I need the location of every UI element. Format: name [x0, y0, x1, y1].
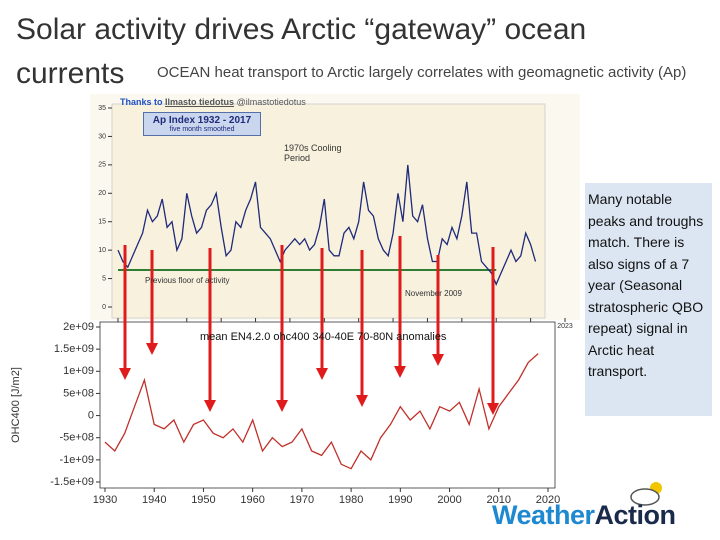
- y-tick-label: 0: [88, 409, 94, 421]
- credit-name: Ilmasto tiedotus: [165, 97, 235, 107]
- logo: WeatherAction: [492, 500, 676, 531]
- x-tick-label: 1950: [191, 494, 215, 506]
- credit: Thanks to Ilmasto tiedotus @ilmastotiedo…: [120, 97, 306, 107]
- logo-part: Action: [594, 500, 677, 530]
- arrow-head: [316, 368, 328, 380]
- y-tick-label: -1.5e+09: [50, 476, 94, 488]
- logo-cloud: [630, 488, 660, 506]
- arrow-head: [276, 400, 288, 412]
- plot-area: [111, 103, 546, 319]
- credit-prefix: Thanks to: [120, 97, 163, 107]
- y-tick-label: 5: [102, 275, 106, 282]
- x-tick-label: 2020: [536, 494, 560, 506]
- logo-part: Weather: [492, 500, 595, 530]
- arrow-head: [432, 354, 444, 366]
- x-tick-label: 1960: [240, 494, 264, 506]
- y-tick-label: 10: [98, 247, 106, 254]
- x-tick-label: 2023: [557, 323, 573, 330]
- data-line: [104, 353, 539, 470]
- y-tick-label: 1e+09: [63, 365, 94, 377]
- x-tick-label: 1970: [290, 494, 314, 506]
- y-tick-label: -5e+08: [59, 432, 94, 444]
- annotation: 1970s Cooling Period: [284, 143, 342, 163]
- arrow-head: [204, 400, 216, 412]
- y-axis-label: OHC400 [J/m2]: [10, 367, 22, 443]
- x-tick-label: 2000: [437, 494, 461, 506]
- chart-title: Ap Index 1932 - 2017: [152, 115, 252, 126]
- x-tick-label: 1930: [93, 494, 117, 506]
- slide-subtitle: OCEAN heat transport to Arctic largely c…: [157, 64, 687, 81]
- y-tick-label: 25: [98, 162, 106, 169]
- y-tick-label: -1e+09: [59, 454, 94, 466]
- x-tick-label: 2010: [487, 494, 511, 506]
- y-tick-label: 15: [98, 219, 106, 226]
- y-tick-label: 20: [98, 190, 106, 197]
- x-tick-label: 1940: [142, 494, 166, 506]
- arrow-head: [119, 368, 131, 380]
- credit-handle: @ilmastotiedotus: [236, 97, 306, 107]
- reference-label: Previous floor of activity: [145, 276, 230, 285]
- note: Many notable peaks and troughs match. Th…: [585, 183, 712, 416]
- y-tick-label: 1.5e+09: [54, 343, 94, 355]
- legend-box: Ap Index 1932 - 2017 five month smoothed: [143, 112, 261, 136]
- annotation: November 2009: [405, 289, 462, 298]
- y-tick-label: 2e+09: [63, 321, 94, 333]
- y-tick-label: 35: [98, 105, 106, 112]
- arrow-head: [487, 403, 499, 415]
- plot-area: [99, 321, 556, 489]
- x-tick-label: 1980: [339, 494, 363, 506]
- arrow-head: [394, 366, 406, 378]
- arrow-head: [146, 343, 158, 355]
- x-tick-label: 1990: [388, 494, 412, 506]
- data-line: [117, 164, 537, 286]
- slide-title: Solar activity drives Arctic “gateway” o…: [16, 13, 587, 90]
- y-tick-label: 30: [98, 133, 106, 140]
- chart-subtitle: five month smoothed: [169, 126, 235, 133]
- y-tick-label: 5e+08: [63, 387, 94, 399]
- chart-title: mean EN4.2.0 ohc400 340-40E 70-80N anoma…: [200, 331, 447, 343]
- arrow-head: [356, 395, 368, 407]
- y-tick-label: 0: [102, 304, 106, 311]
